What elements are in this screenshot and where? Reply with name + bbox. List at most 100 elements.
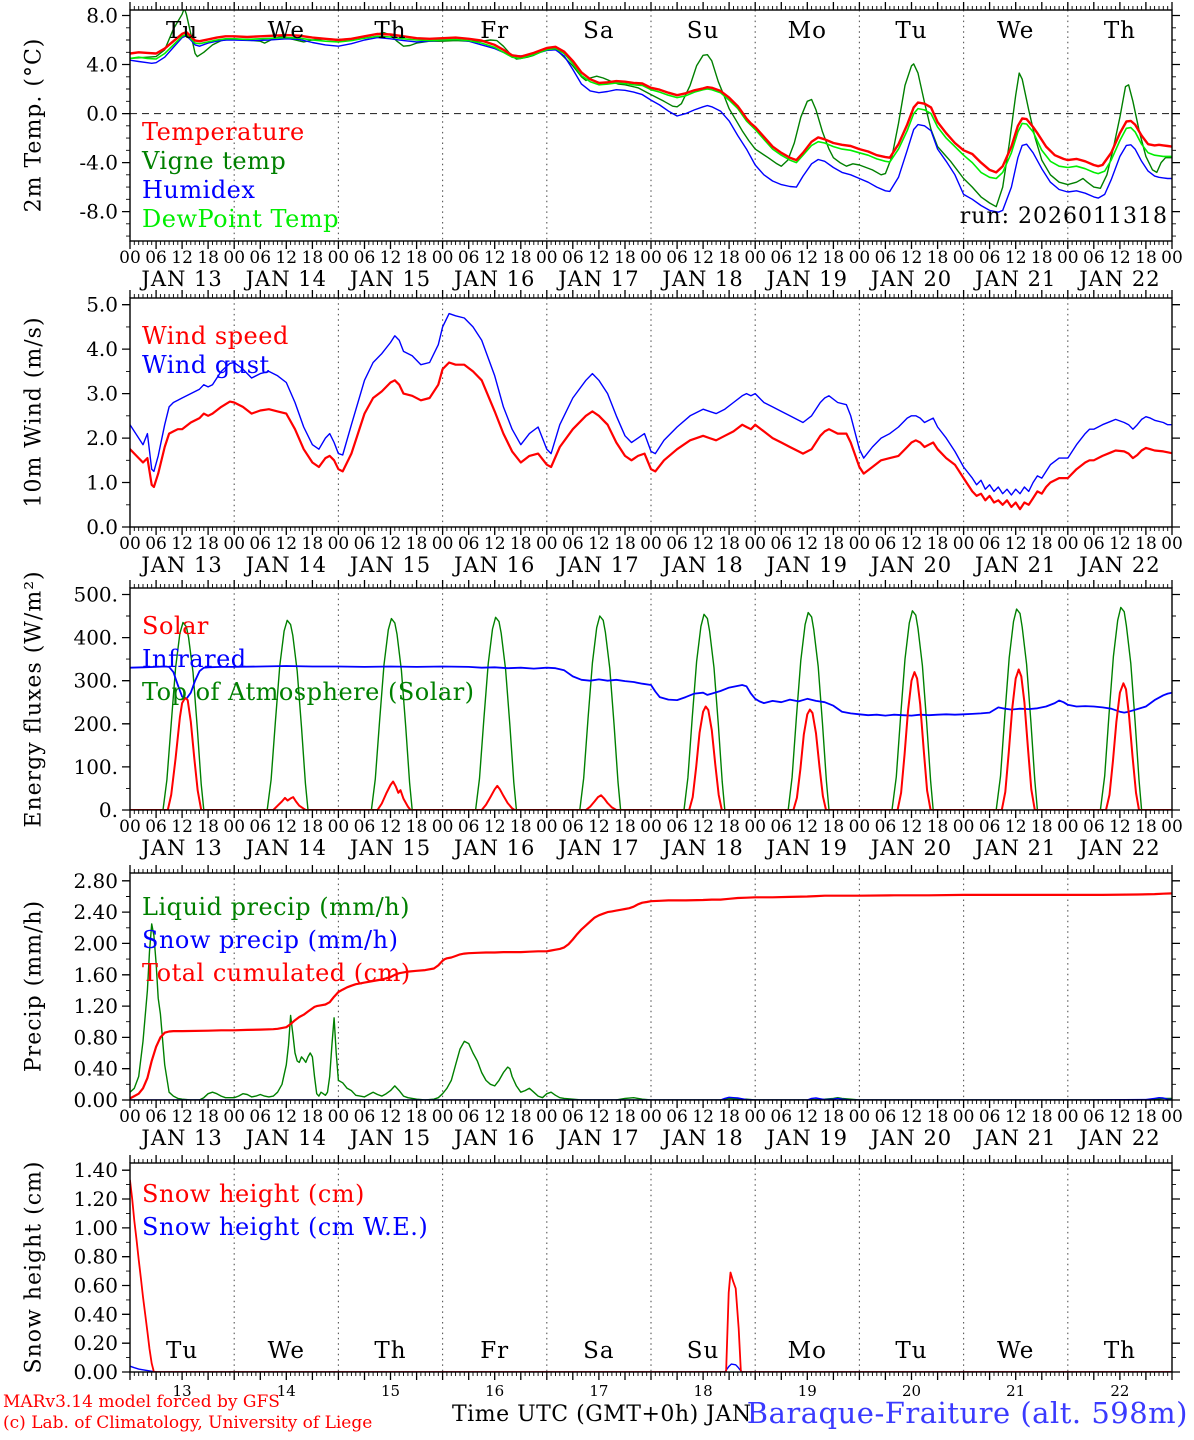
hour-tick-label: 00 xyxy=(328,248,350,268)
hour-tick-label: 00 xyxy=(1057,1107,1079,1127)
date-label: JAN 16 xyxy=(452,267,535,291)
hour-tick-label: 00 xyxy=(744,534,766,554)
y-tick-label: 1.20 xyxy=(73,994,118,1018)
hour-tick-label: 06 xyxy=(979,248,1001,268)
hour-tick-label: 06 xyxy=(145,534,167,554)
hour-tick-label: 12 xyxy=(796,817,818,837)
hour-tick-label: 18 xyxy=(823,1107,845,1127)
y-tick-label: 0.60 xyxy=(73,1274,118,1298)
hour-tick-label: 18 xyxy=(510,248,532,268)
y-tick-label: 0.40 xyxy=(73,1057,118,1081)
hour-tick-label: 00 xyxy=(1161,1107,1183,1127)
day-name-label: Su xyxy=(687,1338,720,1364)
day-name-label: We xyxy=(997,18,1034,44)
y-axis-title-wind: 10m Wind (m/s) xyxy=(21,316,47,508)
date-label: JAN 19 xyxy=(765,553,848,577)
hour-tick-label: 12 xyxy=(901,817,923,837)
flux-legend: Solar Infrared Top of Atmosphere (Solar) xyxy=(142,610,475,709)
hour-tick-label: 00 xyxy=(536,1107,558,1127)
series-wind-1 xyxy=(130,312,1172,496)
y-tick-label: 2.00 xyxy=(73,931,118,955)
snow-legend: Snow height (cm) Snow height (cm W.E.) xyxy=(142,1178,428,1244)
y-tick-label: 100. xyxy=(73,755,118,779)
hour-tick-label: 18 xyxy=(1031,1107,1053,1127)
day-number-label: 19 xyxy=(798,1382,817,1400)
hour-tick-label: 00 xyxy=(953,817,975,837)
model-credit: MARv3.14 model forced by GFS (c) Lab. of… xyxy=(3,1392,372,1434)
hour-tick-label: 00 xyxy=(1161,534,1183,554)
hour-tick-label: 06 xyxy=(562,248,584,268)
day-name-label: Mo xyxy=(788,18,827,44)
day-name-label: Tu xyxy=(166,18,198,44)
panel-flux: 500.400.300.200.100.0.00 06 12 18 00 06 12 18 00… xyxy=(73,580,1183,860)
y-tick-label: 0.0 xyxy=(86,515,118,539)
hour-tick-label: 12 xyxy=(901,248,923,268)
hour-tick-label: 12 xyxy=(275,534,297,554)
y-tick-label: 0.40 xyxy=(73,1302,118,1326)
hour-tick-label: 18 xyxy=(406,817,428,837)
model-credit-line2: (c) Lab. of Climatology, University of L… xyxy=(3,1413,373,1433)
date-label: JAN 13 xyxy=(139,836,222,860)
y-tick-label: -4.0 xyxy=(79,151,118,175)
hour-tick-label: 06 xyxy=(666,817,688,837)
hour-tick-label: 18 xyxy=(1031,248,1053,268)
hour-tick-label: 00 xyxy=(119,817,141,837)
hour-tick-label: 00 xyxy=(1161,248,1183,268)
hour-tick-label: 12 xyxy=(484,248,506,268)
date-label: JAN 14 xyxy=(244,1126,327,1150)
hour-tick-label: 06 xyxy=(145,817,167,837)
day-number-label: 18 xyxy=(694,1382,713,1400)
y-axis-title-temp: 2m Temp. (°C) xyxy=(21,37,47,213)
hour-tick-label: 00 xyxy=(432,1107,454,1127)
hour-tick-label: 06 xyxy=(458,1107,480,1127)
day-number-label: 13 xyxy=(173,1382,192,1400)
hour-tick-label: 06 xyxy=(249,248,271,268)
hour-tick-label: 06 xyxy=(458,817,480,837)
day-name-label: We xyxy=(997,1338,1034,1364)
series-temp-2 xyxy=(130,35,1172,213)
hour-tick-label: 00 xyxy=(953,1107,975,1127)
hour-tick-label: 06 xyxy=(145,1107,167,1127)
hour-tick-label: 06 xyxy=(145,248,167,268)
y-tick-label: 0.20 xyxy=(73,1331,118,1355)
panel-frame xyxy=(129,587,1173,811)
hour-tick-label: 12 xyxy=(275,1107,297,1127)
legend-humidex: Humidex xyxy=(142,176,256,204)
hour-tick-label: 06 xyxy=(354,1107,376,1127)
hour-tick-label: 00 xyxy=(432,534,454,554)
y-tick-label: 4.0 xyxy=(86,337,118,361)
panel-frame xyxy=(129,872,1173,1101)
series-temp-3 xyxy=(130,33,1172,180)
hour-tick-label: 12 xyxy=(484,1107,506,1127)
legend-vigne-temp: Vigne temp xyxy=(142,147,287,175)
hour-tick-label: 12 xyxy=(692,1107,714,1127)
hour-tick-label: 06 xyxy=(1083,817,1105,837)
series-snow-1 xyxy=(130,1363,1172,1372)
hour-tick-label: 06 xyxy=(249,817,271,837)
hour-tick-label: 12 xyxy=(171,248,193,268)
date-label: JAN 22 xyxy=(1077,553,1160,577)
hour-tick-label: 18 xyxy=(823,817,845,837)
hour-tick-label: 00 xyxy=(328,1107,350,1127)
date-label: JAN 14 xyxy=(244,267,327,291)
series-wind-0 xyxy=(130,361,1172,511)
date-label: JAN 19 xyxy=(765,1126,848,1150)
legend-snow-height: Snow height (cm) xyxy=(142,1180,365,1208)
hour-tick-label: 06 xyxy=(979,534,1001,554)
hour-tick-label: 12 xyxy=(588,534,610,554)
day-name-label: Su xyxy=(687,18,720,44)
day-number-label: 15 xyxy=(381,1382,400,1400)
hour-tick-label: 18 xyxy=(197,817,219,837)
hour-tick-label: 12 xyxy=(1109,1107,1131,1127)
hour-tick-label: 06 xyxy=(562,817,584,837)
date-label: JAN 15 xyxy=(348,1126,431,1150)
hour-tick-label: 18 xyxy=(1135,534,1157,554)
hour-tick-label: 00 xyxy=(432,817,454,837)
hour-tick-label: 00 xyxy=(119,248,141,268)
hour-tick-label: 18 xyxy=(614,248,636,268)
panel-frame xyxy=(129,1162,1173,1373)
date-label: JAN 15 xyxy=(348,267,431,291)
hour-tick-label: 12 xyxy=(171,534,193,554)
legend-temperature: Temperature xyxy=(142,118,305,146)
